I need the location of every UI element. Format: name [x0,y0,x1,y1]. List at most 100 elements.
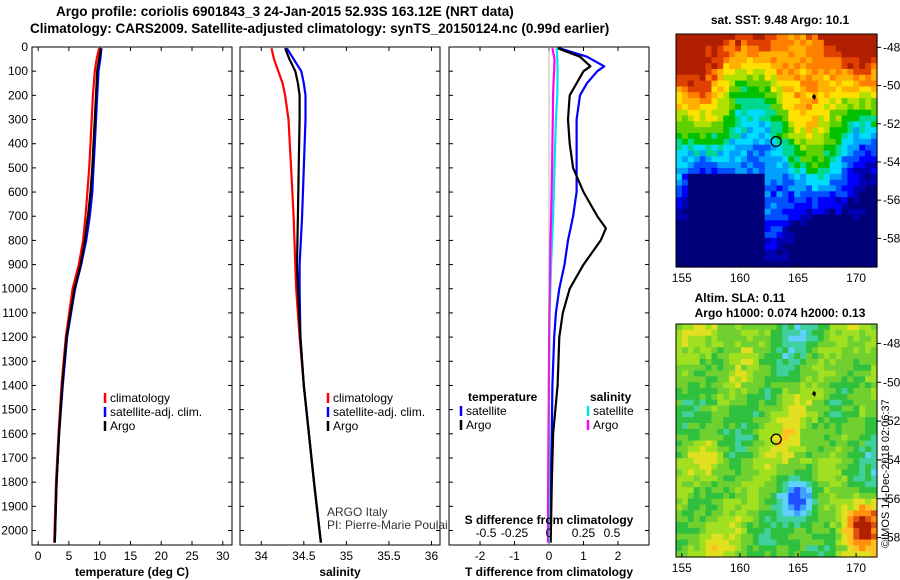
map-cell [853,237,860,245]
map-cell [847,232,854,239]
map-cell [853,68,860,76]
map-cell [729,551,736,558]
map-cell [823,103,831,111]
map-cell [741,162,748,169]
map-cell [794,226,801,233]
map-cell [681,545,689,552]
map-cell [776,255,784,262]
map-cell [806,255,813,262]
map-cell [823,185,831,192]
map-cell [859,457,866,465]
map-cell [794,457,801,465]
map-cell [723,214,730,221]
map-cell [741,98,748,105]
map-cell [817,527,825,535]
map-cell [811,411,819,418]
map-cell [711,475,718,482]
map-cell [788,220,795,227]
map-cell [764,68,772,76]
map-cell [859,341,866,348]
map-cell [705,335,713,343]
map-cell [729,45,736,53]
map-cell [735,358,742,366]
map-cell [735,423,742,430]
map-cell [729,353,736,360]
map-cell [717,167,724,175]
map-cell [717,162,724,169]
map-cell [847,185,854,192]
map-cell [717,492,724,500]
y-tick-label: 1700 [1,451,28,465]
map-cell [823,173,831,181]
map-cell [865,133,872,140]
map-cell [711,98,718,105]
map-cell [847,173,854,181]
map-cell [811,341,819,348]
map-cell [859,463,866,471]
map-cell [676,329,683,337]
map-cell [711,510,718,517]
map-cell [676,179,683,187]
map-cell [835,261,843,268]
map-cell [794,417,801,424]
map-cell [687,226,695,233]
map-cell [735,504,742,511]
map-cell [741,115,748,122]
map-cell [735,393,742,401]
map-cell [853,358,860,366]
map-cell [794,364,801,372]
map-cell [717,423,724,430]
map-cell [794,522,801,529]
map-cell [758,208,766,216]
map-cell [729,341,736,348]
map-cell [835,208,843,216]
map-cell [817,498,825,506]
map-cell [746,469,754,477]
map-cell [699,393,707,401]
map-cell [811,539,819,546]
map-cell [800,399,807,407]
map-cell [764,522,772,529]
map-cell [776,243,784,251]
map-cell [687,103,695,111]
map-cell [723,358,730,366]
map-cell [729,382,736,389]
map-cell [835,522,843,529]
map-cell [859,115,866,122]
map-cell [746,504,754,511]
map-cell [723,393,730,401]
map-cell [794,243,801,251]
map-cell [829,255,837,262]
map-cell [735,191,742,198]
map-cell [681,411,689,418]
map-cell [865,347,872,354]
map-cell [823,261,831,268]
map-cell [723,51,730,58]
map-cell [806,98,813,105]
map-cell [717,417,724,424]
map-cell [758,475,766,482]
map-cell [735,34,742,41]
map-cell [752,539,760,546]
map-cell [681,382,689,389]
map-cell [841,74,849,82]
map-cell [853,393,860,401]
map-cell [788,463,795,471]
map-cell [752,423,760,430]
map-cell [687,173,695,181]
map-cell [776,527,784,535]
map-cell [705,144,713,152]
map-cell [800,522,807,529]
map-cell [788,191,795,198]
map-cell [853,376,860,383]
map-cell [841,393,849,401]
map-cell [699,551,707,558]
map-cell [811,457,819,465]
map-cell [705,428,713,436]
map-cell [871,335,878,343]
map-cell [794,150,801,157]
map-cell [770,232,778,239]
map-cell [729,463,736,471]
map-cell [817,197,825,204]
map-cell [764,551,772,558]
